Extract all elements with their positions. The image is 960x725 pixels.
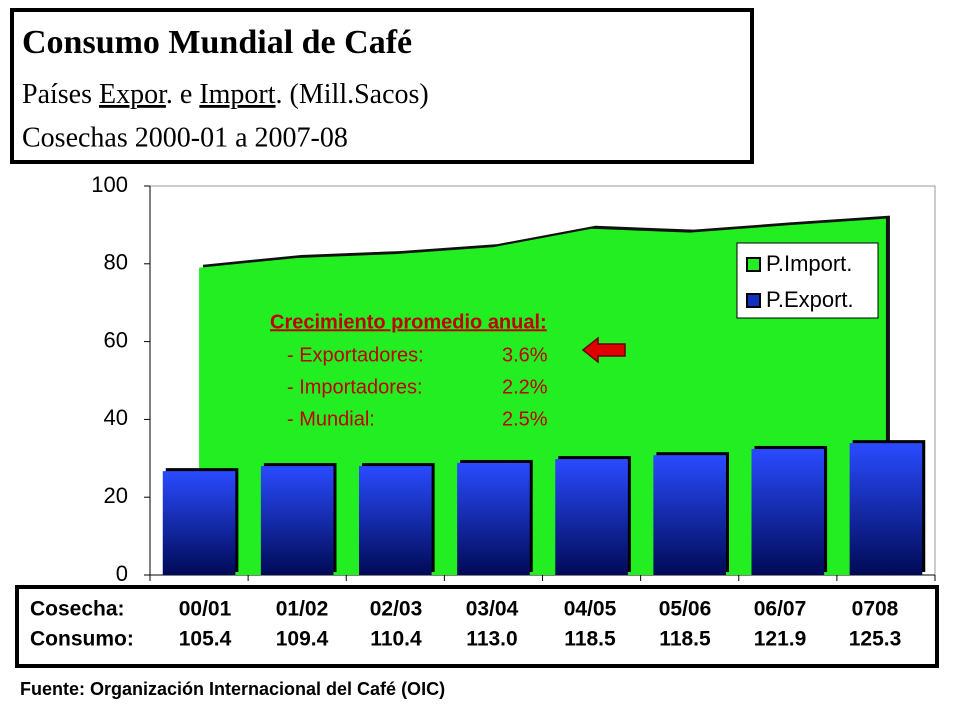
table-box bbox=[15, 585, 939, 668]
arrow bbox=[581, 336, 626, 364]
y-tick-label: 40 bbox=[104, 405, 128, 430]
table-cell: 118.5 bbox=[659, 628, 711, 651]
subtitle: Países Expor. e Import. (Mill.Sacos) bbox=[22, 79, 429, 110]
y-tick-label: 20 bbox=[104, 483, 128, 508]
bar bbox=[849, 443, 923, 575]
subtitle-part: Import bbox=[199, 79, 275, 110]
table-cell: 105.4 bbox=[179, 628, 232, 651]
legend-label: P.Export. bbox=[766, 287, 854, 312]
annotation-title: Crecimiento promedio anual: bbox=[270, 311, 547, 333]
annotation-label: - Mundial: bbox=[287, 408, 375, 430]
title-box bbox=[10, 8, 754, 164]
table-cell: 06/07 bbox=[754, 598, 807, 621]
legend-swatch bbox=[746, 293, 761, 308]
subtitle-part: . (Mill.Sacos) bbox=[276, 79, 429, 110]
annotation-label: - Importadores: bbox=[287, 376, 423, 398]
title: Consumo Mundial de Café bbox=[22, 24, 412, 61]
subtitle-2: Cosechas 2000-01 a 2007-08 bbox=[22, 122, 348, 153]
y-tick-label: 80 bbox=[104, 250, 128, 275]
y-tick-label: 0 bbox=[116, 561, 128, 586]
subtitle-part: Expor bbox=[99, 79, 168, 110]
table-cell: 110.4 bbox=[370, 628, 422, 651]
table-cell: 118.5 bbox=[564, 628, 616, 651]
y-tick-label: 100 bbox=[91, 172, 128, 197]
table-cell: 00/01 bbox=[179, 598, 232, 621]
bar bbox=[653, 455, 726, 575]
bar bbox=[260, 466, 334, 575]
table-cell: 03/04 bbox=[466, 598, 519, 621]
annotation-value: 2.2% bbox=[502, 376, 548, 398]
table-cell: 05/06 bbox=[659, 598, 712, 621]
subtitle-part: Países bbox=[22, 79, 99, 110]
bar bbox=[555, 459, 628, 575]
bar bbox=[457, 462, 530, 575]
bar bbox=[751, 448, 825, 575]
table-cell: 113.0 bbox=[466, 628, 517, 651]
table-cell: 04/05 bbox=[564, 598, 617, 621]
table-row-label: Consumo: bbox=[30, 628, 134, 651]
annotation-value: 2.5% bbox=[502, 408, 548, 430]
bar bbox=[162, 471, 236, 575]
table-cell: 109.4 bbox=[276, 628, 329, 651]
bar bbox=[359, 466, 432, 575]
table-cell: 01/02 bbox=[276, 598, 329, 621]
table-cell: 0708 bbox=[852, 598, 899, 621]
annotation-value: 3.6% bbox=[502, 344, 548, 366]
footer: Fuente: Organización Internacional del C… bbox=[20, 679, 445, 699]
legend-label: P.Import. bbox=[766, 251, 852, 276]
y-tick-label: 60 bbox=[104, 327, 128, 352]
table-cell: 125.3 bbox=[849, 628, 902, 651]
table-cell: 02/03 bbox=[370, 598, 423, 621]
subtitle-part: . e bbox=[166, 79, 199, 110]
table-cell: 121.9 bbox=[754, 628, 807, 651]
annotation-label: - Exportadores: bbox=[287, 344, 424, 366]
table-row-label: Cosecha: bbox=[30, 598, 125, 621]
legend-swatch bbox=[746, 257, 761, 272]
